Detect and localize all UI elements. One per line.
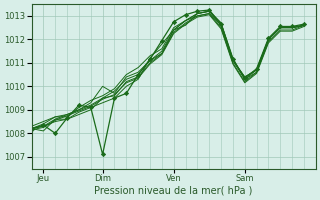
X-axis label: Pression niveau de la mer( hPa ): Pression niveau de la mer( hPa ): [94, 186, 253, 196]
